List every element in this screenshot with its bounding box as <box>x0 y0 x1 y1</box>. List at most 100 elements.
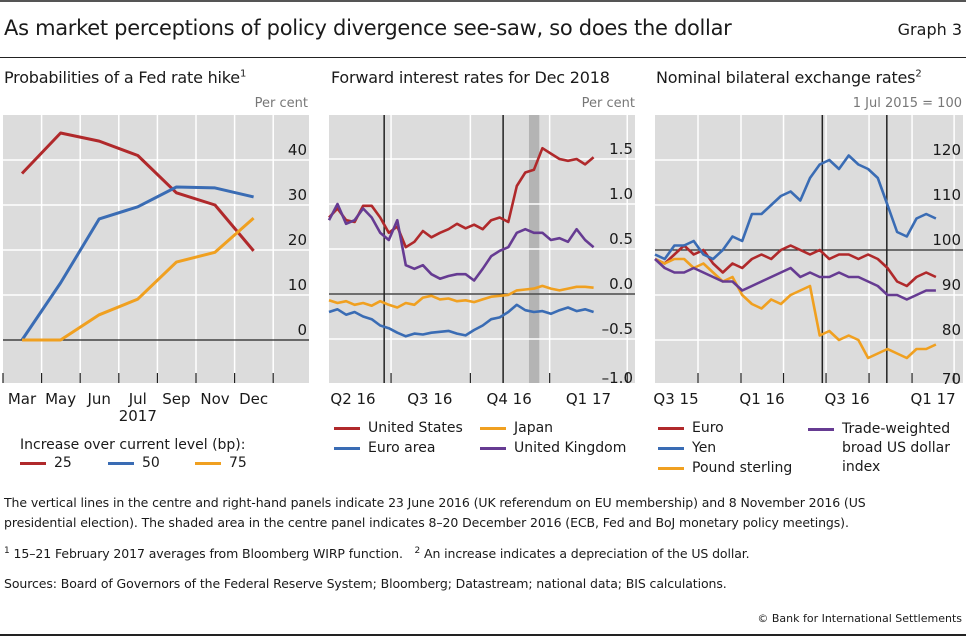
plot-background <box>3 115 309 383</box>
series-line-50 <box>20 185 254 341</box>
footnote-2: An increase indicates a depreciation of … <box>424 546 750 562</box>
legend-item-united-states: United States <box>334 420 463 436</box>
y-tick-label: 10 <box>288 276 307 294</box>
right-panel-title: Nominal bilateral exchange rates2 <box>656 68 922 87</box>
right-panel: 70 80 90 100 110 120 Q3 15 Q1 16 Q3 16 Q1 17 <box>653 115 963 408</box>
bottom-rule <box>0 634 966 636</box>
top-rule <box>0 0 966 2</box>
series-line-75 <box>22 216 255 342</box>
middle-panel-title: Forward interest rates for Dec 2018 <box>331 68 610 87</box>
y-tick-label: 90 <box>942 276 961 294</box>
legend-swatch <box>658 466 684 470</box>
x-tick-label: Mar <box>8 390 37 408</box>
y-tick-label: 1.0 <box>609 185 633 203</box>
left-panel-title-text: Probabilities of a Fed rate hike <box>4 68 240 87</box>
y-tick-label: 0.5 <box>609 230 633 248</box>
middle-panel: –1.0 –0.5 0.0 0.5 1.0 1.5 Q2 16 Q3 16 Q4 16 Q1 17 <box>327 115 635 408</box>
legend-item-japan: Japan <box>480 420 553 436</box>
y-tick-label: 70 <box>942 370 961 388</box>
legend-label: 25 <box>54 455 72 471</box>
legend-label: United Kingdom <box>514 440 627 456</box>
legend-item-united-kingdom: United Kingdom <box>480 440 626 456</box>
y-tick-label: –1.0 <box>602 369 633 387</box>
legend-swatch <box>480 426 506 430</box>
legend-swatch <box>658 446 684 450</box>
y-tick-label: 80 <box>942 321 961 339</box>
note-line-1: The vertical lines in the centre and rig… <box>4 495 866 510</box>
x-tick-label: Q2 16 <box>330 390 375 408</box>
sources: Sources: Board of Governors of the Feder… <box>4 576 727 591</box>
x-tick-label: Q3 15 <box>653 390 698 408</box>
series-line-25 <box>20 131 255 252</box>
middle-unit-label: Per cent <box>581 96 635 111</box>
legend-label: Euro area <box>368 440 436 456</box>
footnote-1: 15–21 February 2017 averages from Bloomb… <box>13 546 403 562</box>
y-tick-label: 0.0 <box>609 275 633 293</box>
plot-background <box>655 115 963 383</box>
left-panel-footnote-mark: 1 <box>239 68 247 80</box>
legend-item-euro: Euro <box>658 420 724 436</box>
x-tick-label: Nov <box>200 390 229 408</box>
legend-label: Euro <box>692 420 724 436</box>
right-panel-footnote-mark: 2 <box>915 68 922 80</box>
right-panel-title-text: Nominal bilateral exchange rates <box>656 68 916 87</box>
legend-swatch <box>108 461 134 465</box>
y-tick-label: 40 <box>288 141 307 159</box>
y-tick-label: 20 <box>288 231 307 249</box>
y-tick-label: 1.5 <box>609 140 633 158</box>
legend-swatch <box>480 446 506 450</box>
y-tick-label: 120 <box>932 141 961 159</box>
legend-label: United States <box>368 420 463 436</box>
legend-item-yen: Yen <box>658 440 716 456</box>
series-line-united-kingdom <box>327 202 595 282</box>
x-tick-label: Dec <box>239 390 268 408</box>
legend-swatch <box>808 428 834 431</box>
graph-number: Graph 3 <box>897 20 962 39</box>
x-tick-label: May <box>45 390 76 408</box>
legend-item-75: 75 <box>195 455 247 471</box>
series-line-japan <box>328 284 594 309</box>
legend-item-euro-area: Euro area <box>334 440 435 456</box>
series-line-yen <box>654 154 937 261</box>
y-tick-label: 110 <box>932 186 961 204</box>
x-tick-label: Q1 17 <box>566 390 611 408</box>
series-line-pound-sterling <box>654 257 937 360</box>
x-tick-label: Q1 16 <box>739 390 784 408</box>
legend-item-50: 50 <box>108 455 160 471</box>
y-tick-label: 30 <box>288 186 307 204</box>
legend-item-25: 25 <box>20 455 72 471</box>
y-tick-label: 100 <box>932 231 961 249</box>
series-line-united-states <box>328 146 595 249</box>
legend-label: 50 <box>142 455 160 471</box>
left-panel: 0 10 20 30 40 Mar May Jun Jul Sep Nov Dec 2017 <box>2 115 309 425</box>
legend-label: Pound sterling <box>692 460 793 476</box>
copyright: © Bank for International Settlements <box>757 612 962 625</box>
x-tick-label: Jun <box>86 390 110 408</box>
right-unit-label: 1 Jul 2015 = 100 <box>852 96 962 111</box>
x-year-label: 2017 <box>119 407 157 425</box>
x-tick-label: Sep <box>162 390 190 408</box>
x-tick-label: Q4 16 <box>487 390 532 408</box>
note-line-2: presidential election). The shaded area … <box>4 515 849 530</box>
legend-swatch <box>20 461 46 465</box>
legend-label: Yen <box>692 440 717 456</box>
left-unit-label: Per cent <box>254 96 308 111</box>
left-legend-title: Increase over current level (bp): <box>20 437 246 453</box>
footnote-1-mark: 1 <box>4 546 10 556</box>
legend-item-pound-sterling: Pound sterling <box>658 460 792 476</box>
series-line-euro-area <box>328 303 594 338</box>
chart-title: As market perceptions of policy divergen… <box>4 16 732 40</box>
y-tick-label: –0.5 <box>602 320 633 338</box>
header-rule <box>0 57 966 58</box>
x-tick-label: Q3 16 <box>407 390 452 408</box>
legend-swatch <box>334 446 360 450</box>
footnotes: 1 15–21 February 2017 averages from Bloo… <box>4 546 750 561</box>
legend-label: Japan <box>514 420 554 436</box>
legend-swatch <box>195 461 221 465</box>
x-tick-label: Q1 17 <box>910 390 955 408</box>
x-tick-label: Q3 16 <box>824 390 869 408</box>
legend-label: Trade-weighted broad US dollar index <box>842 421 951 475</box>
x-tick-label: Jul <box>128 390 147 408</box>
footnote-2-mark: 2 <box>414 546 421 556</box>
